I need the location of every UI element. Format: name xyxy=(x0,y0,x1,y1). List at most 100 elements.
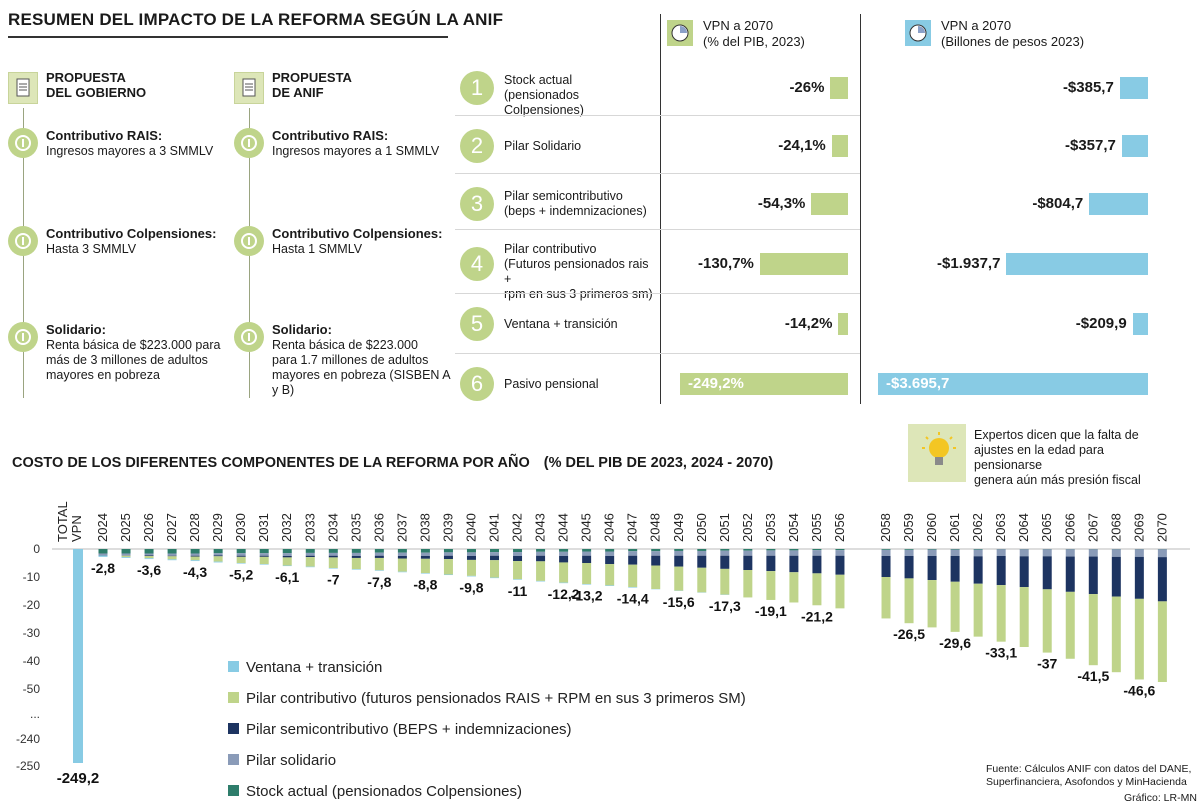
bar-segment xyxy=(904,549,914,556)
bar-segment xyxy=(674,555,684,567)
note-text-line-1: ajustes en la edad para pensionarse xyxy=(974,443,1104,472)
bar-segment xyxy=(213,561,223,563)
bar-segment xyxy=(328,557,338,569)
y-axis-break: ... xyxy=(30,707,40,721)
x-tick-label: 2042 xyxy=(510,513,525,542)
bar-segment xyxy=(305,566,315,568)
bar-segment xyxy=(628,551,638,556)
item-text: Renta básica de $223.000 para 1.7 millone… xyxy=(272,338,457,398)
bar-segment xyxy=(1111,549,1121,557)
item-title: Solidario: xyxy=(46,322,106,337)
bar-segment xyxy=(443,555,453,560)
bar-segment xyxy=(513,561,523,580)
column-divider xyxy=(860,14,861,404)
bar-segment xyxy=(950,556,960,582)
x-tick-label: 2056 xyxy=(832,513,847,542)
x-tick-label: 2025 xyxy=(118,513,133,542)
bar-segment xyxy=(1088,549,1098,557)
note-text-line-0: Expertos dicen que la falta de xyxy=(974,428,1139,442)
bar-segment xyxy=(605,585,615,586)
bar-segment xyxy=(674,549,684,551)
bar-segment xyxy=(374,552,384,556)
column-divider xyxy=(660,14,661,404)
bar-segment xyxy=(420,552,430,556)
note-text-line-2: genera aún más presión fiscal xyxy=(974,473,1141,487)
total-vpn-value: -249,2 xyxy=(57,770,100,787)
x-tick-label: 2043 xyxy=(533,513,548,542)
row-number-circle: 6 xyxy=(460,367,494,401)
bar-segment xyxy=(766,550,776,556)
note-text: Expertos dicen que la falta de ajustes en… xyxy=(974,428,1174,488)
bar-segment xyxy=(144,555,154,556)
bar-segment xyxy=(789,550,799,556)
y-tick-label: -10 xyxy=(23,570,41,584)
bar-segment xyxy=(743,549,753,551)
item-text: Hasta 1 SMMLV xyxy=(272,242,457,257)
bar-segment xyxy=(144,556,154,559)
bar-value-label: -13,2 xyxy=(571,588,603,604)
x-tick-label: 2036 xyxy=(371,513,386,542)
bar-value-label: -11 xyxy=(508,583,528,599)
bar-segment xyxy=(213,549,223,554)
item-text-line-0: Renta básica de $223.000 para xyxy=(46,338,221,352)
x-tick-label: 2040 xyxy=(463,513,478,542)
bar-segment xyxy=(167,553,177,556)
x-tick-label: 2053 xyxy=(763,513,778,542)
bar-segment xyxy=(1111,556,1121,597)
y-tick-label: -240 xyxy=(16,732,40,746)
bar-segment xyxy=(1042,556,1052,590)
bar-segment xyxy=(996,549,1006,556)
pct-value: -26% xyxy=(789,79,825,96)
bar-segment xyxy=(973,556,983,584)
bar-segment xyxy=(605,556,615,565)
bar-segment xyxy=(282,556,292,558)
bar-segment xyxy=(697,567,707,593)
bar-segment xyxy=(766,549,776,551)
pct-bar xyxy=(838,313,848,335)
bar-segment xyxy=(213,553,223,556)
bar-segment xyxy=(98,553,108,556)
bar-segment xyxy=(812,555,822,574)
bar-segment xyxy=(697,549,707,551)
bar-segment xyxy=(282,553,292,556)
bar-segment xyxy=(996,556,1006,586)
column-header-line-0: VPN a 2070 xyxy=(703,18,774,33)
legend-label: Ventana + transición xyxy=(246,659,382,676)
cop-bar xyxy=(1006,253,1148,275)
lightbulb-icon xyxy=(908,424,966,482)
row-label-line-0: Ventana + transición xyxy=(504,316,618,331)
bar-segment xyxy=(259,564,269,565)
bar-segment xyxy=(305,555,315,558)
bar-segment xyxy=(351,569,361,570)
bar-segment xyxy=(720,550,730,556)
bar-segment xyxy=(374,555,384,558)
bar-segment xyxy=(1065,549,1075,557)
bar-segment xyxy=(1111,596,1121,673)
item-title: Contributivo Colpensiones: xyxy=(272,226,443,241)
bar-value-label: -29,6 xyxy=(939,635,971,651)
y-tick-label: -250 xyxy=(16,759,40,773)
x-tick-label: 2026 xyxy=(141,513,156,542)
bar-value-label: -4,3 xyxy=(183,564,207,580)
legend-swatch xyxy=(228,661,239,672)
bar-segment xyxy=(490,552,500,556)
bar-segment xyxy=(420,549,430,553)
row-separator xyxy=(455,115,860,116)
bar-segment xyxy=(973,549,983,557)
bar-segment xyxy=(1088,594,1098,666)
row-number-circle: 3 xyxy=(460,187,494,221)
bar-segment xyxy=(812,550,822,556)
item-text-line-2: mayores en pobreza (SISBEN A y B) xyxy=(272,368,450,397)
bar-segment xyxy=(812,549,822,551)
bar-segment xyxy=(536,551,546,556)
x-tick-label: 2051 xyxy=(717,513,732,542)
y-tick-label: -20 xyxy=(23,598,41,612)
x-tick-label: 2060 xyxy=(924,513,939,542)
bar-segment xyxy=(651,551,661,556)
row-label: Ventana + transición xyxy=(504,317,654,332)
cop-bar xyxy=(1121,135,1148,157)
x-tick-label: 2059 xyxy=(901,513,916,542)
bar-value-label: -5,2 xyxy=(229,567,253,583)
bar-segment xyxy=(881,549,891,556)
bar-segment xyxy=(720,549,730,551)
